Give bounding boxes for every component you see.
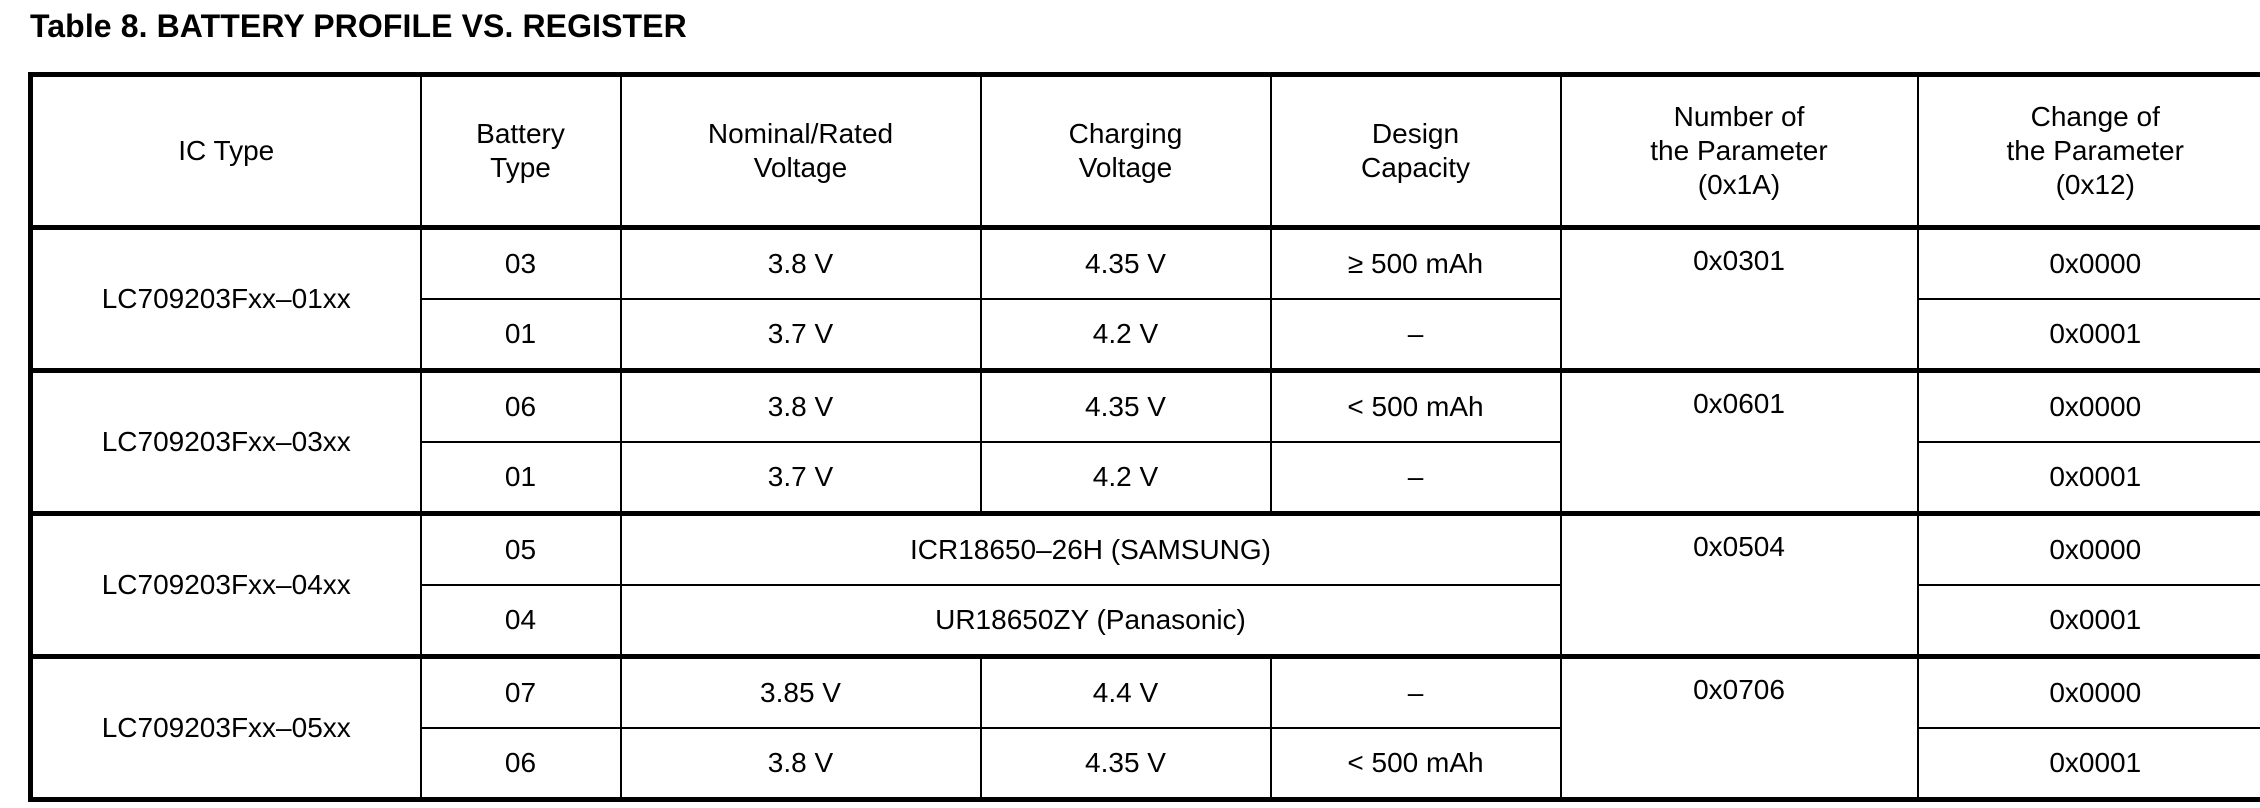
- cell-parameter-number: 0x0706: [1559, 654, 1919, 801]
- cell-design-capacity: ‒: [1269, 298, 1562, 372]
- table-row: LC709203Fxx‒01xx 03 3.8 V 4.35 V ≥ 500 mAh 0x…: [29, 225, 2260, 372]
- cell-nominal-rated-voltage: 3.8 V: [619, 225, 982, 300]
- cell-parameter-number: 0x0601: [1559, 368, 1919, 515]
- table-row: LC709203Fxx‒05xx 07 3.85 V 4.4 V ‒ 0x0706 0x00…: [29, 654, 2260, 801]
- cell-charging-voltage: 4.35 V: [979, 368, 1272, 443]
- header-line: Charging: [1068, 117, 1183, 149]
- cell-battery-type: 06: [419, 727, 622, 801]
- column-header-battery-type: Battery Type: [419, 73, 622, 230]
- column-header-parameter-number: Number of the Parameter (0x1A): [1559, 73, 1919, 230]
- table-row: 04 UR18650ZY (Panasonic) 0x0001: [31, 584, 2260, 658]
- cell-battery-type: 04: [419, 584, 622, 658]
- cell-charging-voltage: 4.2 V: [979, 298, 1272, 372]
- page-title: Table 8. BATTERY PROFILE VS. REGISTER: [30, 8, 687, 44]
- header-line: Nominal/Rated: [707, 117, 894, 149]
- cell-ic-type: LC709203Fxx‒01xx: [29, 225, 422, 372]
- table-row: 06 3.8 V 4.35 V < 500 mAh 0x0001: [31, 727, 2260, 801]
- cell-parameter-change: 0x0001: [1916, 727, 2260, 801]
- header-line: Type: [490, 152, 551, 183]
- cell-parameter-change: 0x0000: [1916, 225, 2260, 300]
- cell-battery-type: 03: [419, 225, 622, 300]
- cell-design-capacity: < 500 mAh: [1269, 368, 1562, 443]
- cell-charging-voltage: 4.4 V: [979, 654, 1272, 729]
- cell-battery-model: ICR18650‒26H (SAMSUNG): [619, 511, 1562, 586]
- cell-charging-voltage: 4.35 V: [979, 225, 1272, 300]
- header-line: IC Type: [178, 134, 275, 166]
- cell-parameter-change: 0x0000: [1916, 654, 2260, 729]
- cell-nominal-rated-voltage: 3.85 V: [619, 654, 982, 729]
- cell-nominal-rated-voltage: 3.7 V: [619, 441, 982, 515]
- cell-parameter-change: 0x0000: [1916, 511, 2260, 586]
- header-line: the Parameter: [1650, 134, 1828, 166]
- table-row: LC709203Fxx‒04xx 05 ICR18650‒26H (SAMSUNG)…: [29, 511, 2260, 658]
- cell-parameter-change: 0x0001: [1916, 441, 2260, 515]
- table-row: 01 3.7 V 4.2 V ‒ 0x0001: [31, 298, 2260, 372]
- header-line: Number of: [1673, 100, 1805, 132]
- cell-design-capacity: ‒: [1269, 654, 1562, 729]
- cell-charging-voltage: 4.35 V: [979, 727, 1272, 801]
- cell-battery-type: 01: [419, 441, 622, 515]
- header-line: Change of: [2030, 100, 2160, 132]
- cell-nominal-rated-voltage: 3.8 V: [619, 368, 982, 443]
- column-header-ic-type: IC Type: [30, 73, 422, 230]
- cell-design-capacity: < 500 mAh: [1269, 727, 1562, 801]
- cell-ic-type: LC709203Fxx‒05xx: [29, 654, 422, 801]
- cell-battery-type: 07: [419, 654, 622, 729]
- cell-battery-type: 06: [419, 368, 622, 443]
- cell-parameter-number: 0x0301: [1559, 225, 1919, 372]
- battery-profile-table: IC Type Battery Type Nominal/Rated Volta…: [28, 72, 2260, 802]
- table-row: LC709203Fxx‒03xx 06 3.8 V 4.35 V < 500 mAh 0x…: [29, 368, 2260, 515]
- cell-ic-type: LC709203Fxx‒04xx: [29, 511, 422, 658]
- header-line: Design: [1371, 117, 1460, 149]
- cell-nominal-rated-voltage: 3.7 V: [619, 298, 982, 372]
- header-line: (0x12): [2055, 169, 2135, 201]
- header-row: IC Type Battery Type Nominal/Rated Volta…: [30, 73, 2260, 230]
- cell-design-capacity: ‒: [1269, 441, 1562, 515]
- column-header-charging-voltage: Charging Voltage: [979, 73, 1272, 230]
- header-line: Voltage: [1078, 152, 1173, 183]
- cell-charging-voltage: 4.2 V: [979, 441, 1272, 515]
- cell-parameter-change: 0x0001: [1916, 298, 2260, 372]
- column-header-parameter-change: Change of the Parameter (0x12): [1916, 73, 2260, 230]
- cell-ic-type: LC709203Fxx‒03xx: [29, 368, 422, 515]
- cell-design-capacity: ≥ 500 mAh: [1269, 225, 1562, 300]
- table-header: IC Type Battery Type Nominal/Rated Volta…: [30, 73, 2260, 230]
- column-header-design-capacity: Design Capacity: [1269, 73, 1562, 230]
- header-line: Battery: [476, 117, 565, 149]
- cell-battery-type: 05: [419, 511, 622, 586]
- cell-parameter-change: 0x0000: [1916, 368, 2260, 443]
- header-line: Capacity: [1361, 152, 1470, 183]
- cell-battery-model: UR18650ZY (Panasonic): [619, 584, 1562, 658]
- column-header-nominal-rated-voltage: Nominal/Rated Voltage: [619, 73, 982, 230]
- cell-nominal-rated-voltage: 3.8 V: [619, 727, 982, 801]
- header-line: the Parameter: [2006, 134, 2184, 166]
- table-row: 01 3.7 V 4.2 V ‒ 0x0001: [31, 441, 2260, 515]
- header-line: (0x1A): [1697, 169, 1781, 201]
- cell-parameter-change: 0x0001: [1916, 584, 2260, 658]
- cell-parameter-number: 0x0504: [1559, 511, 1919, 658]
- cell-battery-type: 01: [419, 298, 622, 372]
- header-line: Voltage: [753, 152, 848, 183]
- table-body: LC709203Fxx‒01xx 03 3.8 V 4.35 V ≥ 500 mAh 0x…: [29, 225, 2260, 801]
